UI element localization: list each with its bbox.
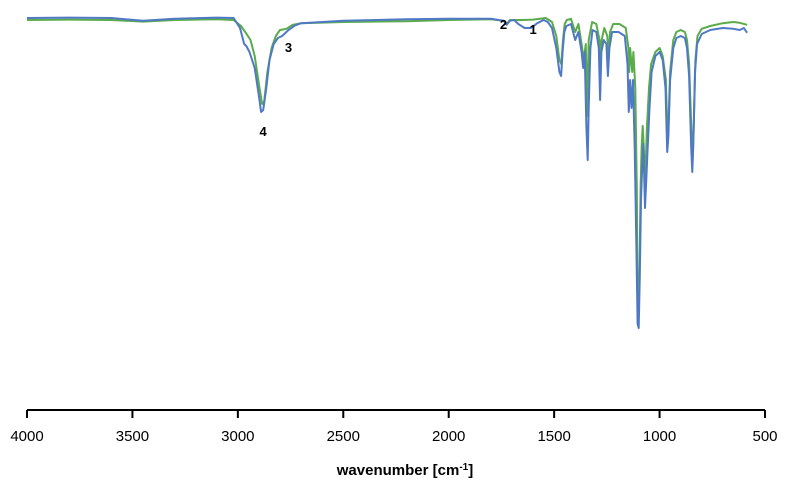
x-axis-title-close: ] <box>468 462 473 479</box>
x-tick-label: 2500 <box>327 428 360 445</box>
peak-label-1: 1 <box>529 22 536 37</box>
x-axis-title: wavenumber [cm-1] <box>336 462 473 480</box>
x-axis-title-superscript: -1 <box>459 462 468 473</box>
x-tick-label: 1000 <box>643 428 676 445</box>
x-tick-label: 500 <box>752 428 777 445</box>
x-tick-label: 3000 <box>221 428 254 445</box>
peak-label-4: 4 <box>260 124 268 139</box>
peak-annotations: 1 2 3 4 <box>260 17 537 139</box>
series-layer <box>26 16 748 329</box>
x-tick-label: 2000 <box>432 428 465 445</box>
x-axis-title-main: wavenumber [cm <box>336 462 460 479</box>
x-tick-label: 1500 <box>537 428 570 445</box>
peak-label-2: 2 <box>500 17 507 32</box>
x-axis-ticks: 4000 3500 3000 2500 2000 1500 1000 500 <box>10 410 778 445</box>
x-tick-label: 3500 <box>116 428 149 445</box>
x-tick-label: 4000 <box>10 428 43 445</box>
spectrum-line-2 <box>26 16 748 329</box>
peak-label-3: 3 <box>285 40 292 55</box>
